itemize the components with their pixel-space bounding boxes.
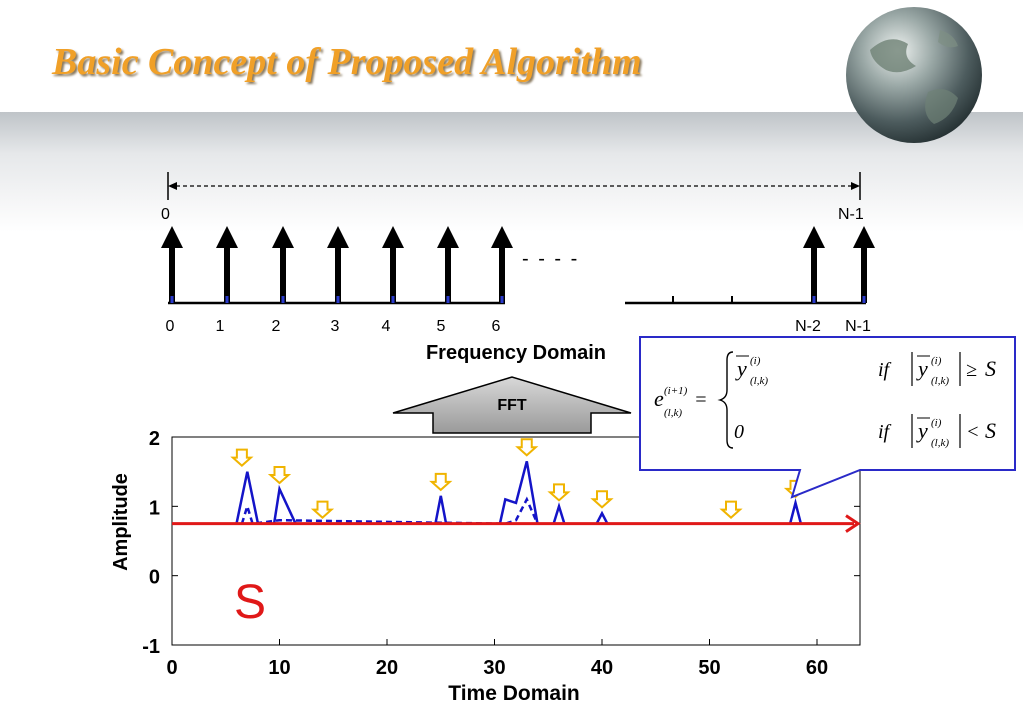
bin-label: 1: [216, 318, 225, 335]
peak-marker-arrow: [429, 472, 453, 492]
bin-label: 0: [166, 318, 175, 335]
peak-marker-arrow: [310, 500, 335, 520]
slide-title: Basic Concept of Proposed Algorithm: [52, 41, 642, 83]
svg-text:(i): (i): [931, 417, 942, 429]
globe-icon: [846, 7, 982, 143]
svg-text:e: e: [654, 386, 664, 411]
bin-label: 4: [382, 318, 391, 335]
subcarrier-arrows: [161, 226, 875, 303]
threshold-s-label: S: [234, 576, 266, 629]
subcarrier-arrow-1: [216, 226, 238, 303]
threshold-symbol-2: S: [985, 418, 996, 443]
svg-text:(l,k): (l,k): [750, 375, 768, 387]
y-tick-label: -1: [142, 636, 160, 658]
x-tick-label: 10: [268, 657, 290, 679]
y-axis-label: Amplitude: [110, 473, 132, 571]
svg-text:y: y: [735, 356, 747, 381]
x-tick-label: 30: [483, 657, 505, 679]
subcarrier-arrow-5: [437, 226, 459, 303]
fft-arrow: [392, 376, 632, 434]
range-start-label: 0: [161, 206, 170, 223]
subcarrier-arrow-4: [382, 226, 404, 303]
if-keyword-1: if: [878, 359, 892, 381]
bin-label: 6: [492, 318, 501, 335]
peak-marker-arrow: [719, 500, 743, 520]
bin-label: N-1: [845, 318, 871, 335]
y-tick-label: 0: [149, 567, 160, 589]
svg-text:=: =: [694, 389, 708, 411]
condition-op-ge: ≥: [966, 359, 977, 381]
bin-label: 2: [272, 318, 281, 335]
svg-text:(i): (i): [931, 355, 942, 367]
x-axis-label: Time Domain: [448, 682, 579, 705]
x-tick-label: 50: [698, 657, 720, 679]
x-tick-label: 0: [166, 657, 177, 679]
threshold-arrowhead: [845, 514, 861, 533]
frequency-domain-label: Frequency Domain: [426, 342, 606, 364]
condition-op-lt: <: [966, 421, 980, 443]
subcarrier-arrow-6: [491, 226, 513, 303]
subcarrier-arrow-7: [803, 226, 825, 303]
equation-callout: e (i+1) (l,k) = y (i) (l,k) if y (i) (l,…: [639, 336, 1016, 499]
peak-marker-arrow: [515, 438, 539, 457]
bin-label: N-2: [795, 318, 821, 335]
subcarrier-arrow-3: [327, 226, 349, 303]
y-tick-label: 2: [149, 428, 160, 450]
series-line-dashed: [240, 496, 539, 526]
peak-marker-arrow: [230, 448, 254, 468]
ellipsis-label: - - - -: [522, 248, 579, 270]
bin-label: 5: [437, 318, 446, 335]
series-line-solid: [235, 460, 803, 525]
peak-marker-arrow: [547, 483, 571, 502]
plot-area: [171, 436, 861, 646]
svg-text:y: y: [916, 356, 928, 381]
x-tick-label: 40: [591, 657, 613, 679]
x-tick-label: 60: [806, 657, 828, 679]
svg-text:(i): (i): [750, 355, 761, 367]
svg-text:(l,k): (l,k): [931, 437, 949, 449]
subcarrier-arrow-8: [853, 226, 875, 303]
svg-text:(i+1): (i+1): [664, 385, 688, 397]
subcarrier-arrow-0: [161, 226, 183, 303]
threshold-symbol-1: S: [985, 356, 996, 381]
time-domain-chart: -1 0 1 2 0 10 20 30 40 50 60: [142, 428, 861, 679]
fft-label: FFT: [497, 397, 527, 414]
bin-label: 3: [331, 318, 340, 335]
y-tick-label: 1: [149, 497, 160, 519]
bin-labels: 0 1 2 3 4 5 6 N-2 N-1: [166, 318, 871, 335]
peak-marker-arrow: [267, 466, 292, 485]
header-band: [0, 112, 1023, 232]
frequency-range-indicator: [167, 172, 861, 200]
svg-text:(l,k): (l,k): [931, 375, 949, 387]
range-end-label: N-1: [838, 206, 864, 223]
subcarrier-arrow-2: [272, 226, 294, 303]
svg-text:y: y: [916, 418, 928, 443]
peak-marker-arrow: [590, 490, 614, 509]
if-keyword-2: if: [878, 421, 892, 443]
case2-value: 0: [734, 421, 744, 443]
svg-text:(l,k): (l,k): [664, 407, 682, 419]
x-tick-label: 20: [376, 657, 398, 679]
